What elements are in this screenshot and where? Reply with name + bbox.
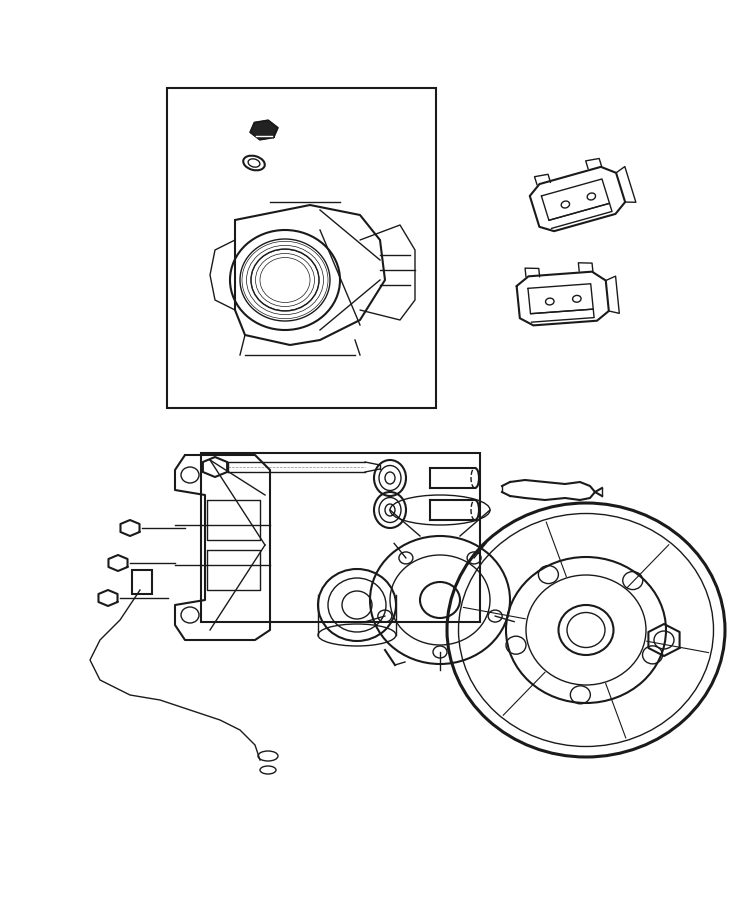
Bar xyxy=(167,88,436,408)
Polygon shape xyxy=(250,121,278,140)
Bar xyxy=(201,453,480,622)
Bar xyxy=(132,570,152,594)
